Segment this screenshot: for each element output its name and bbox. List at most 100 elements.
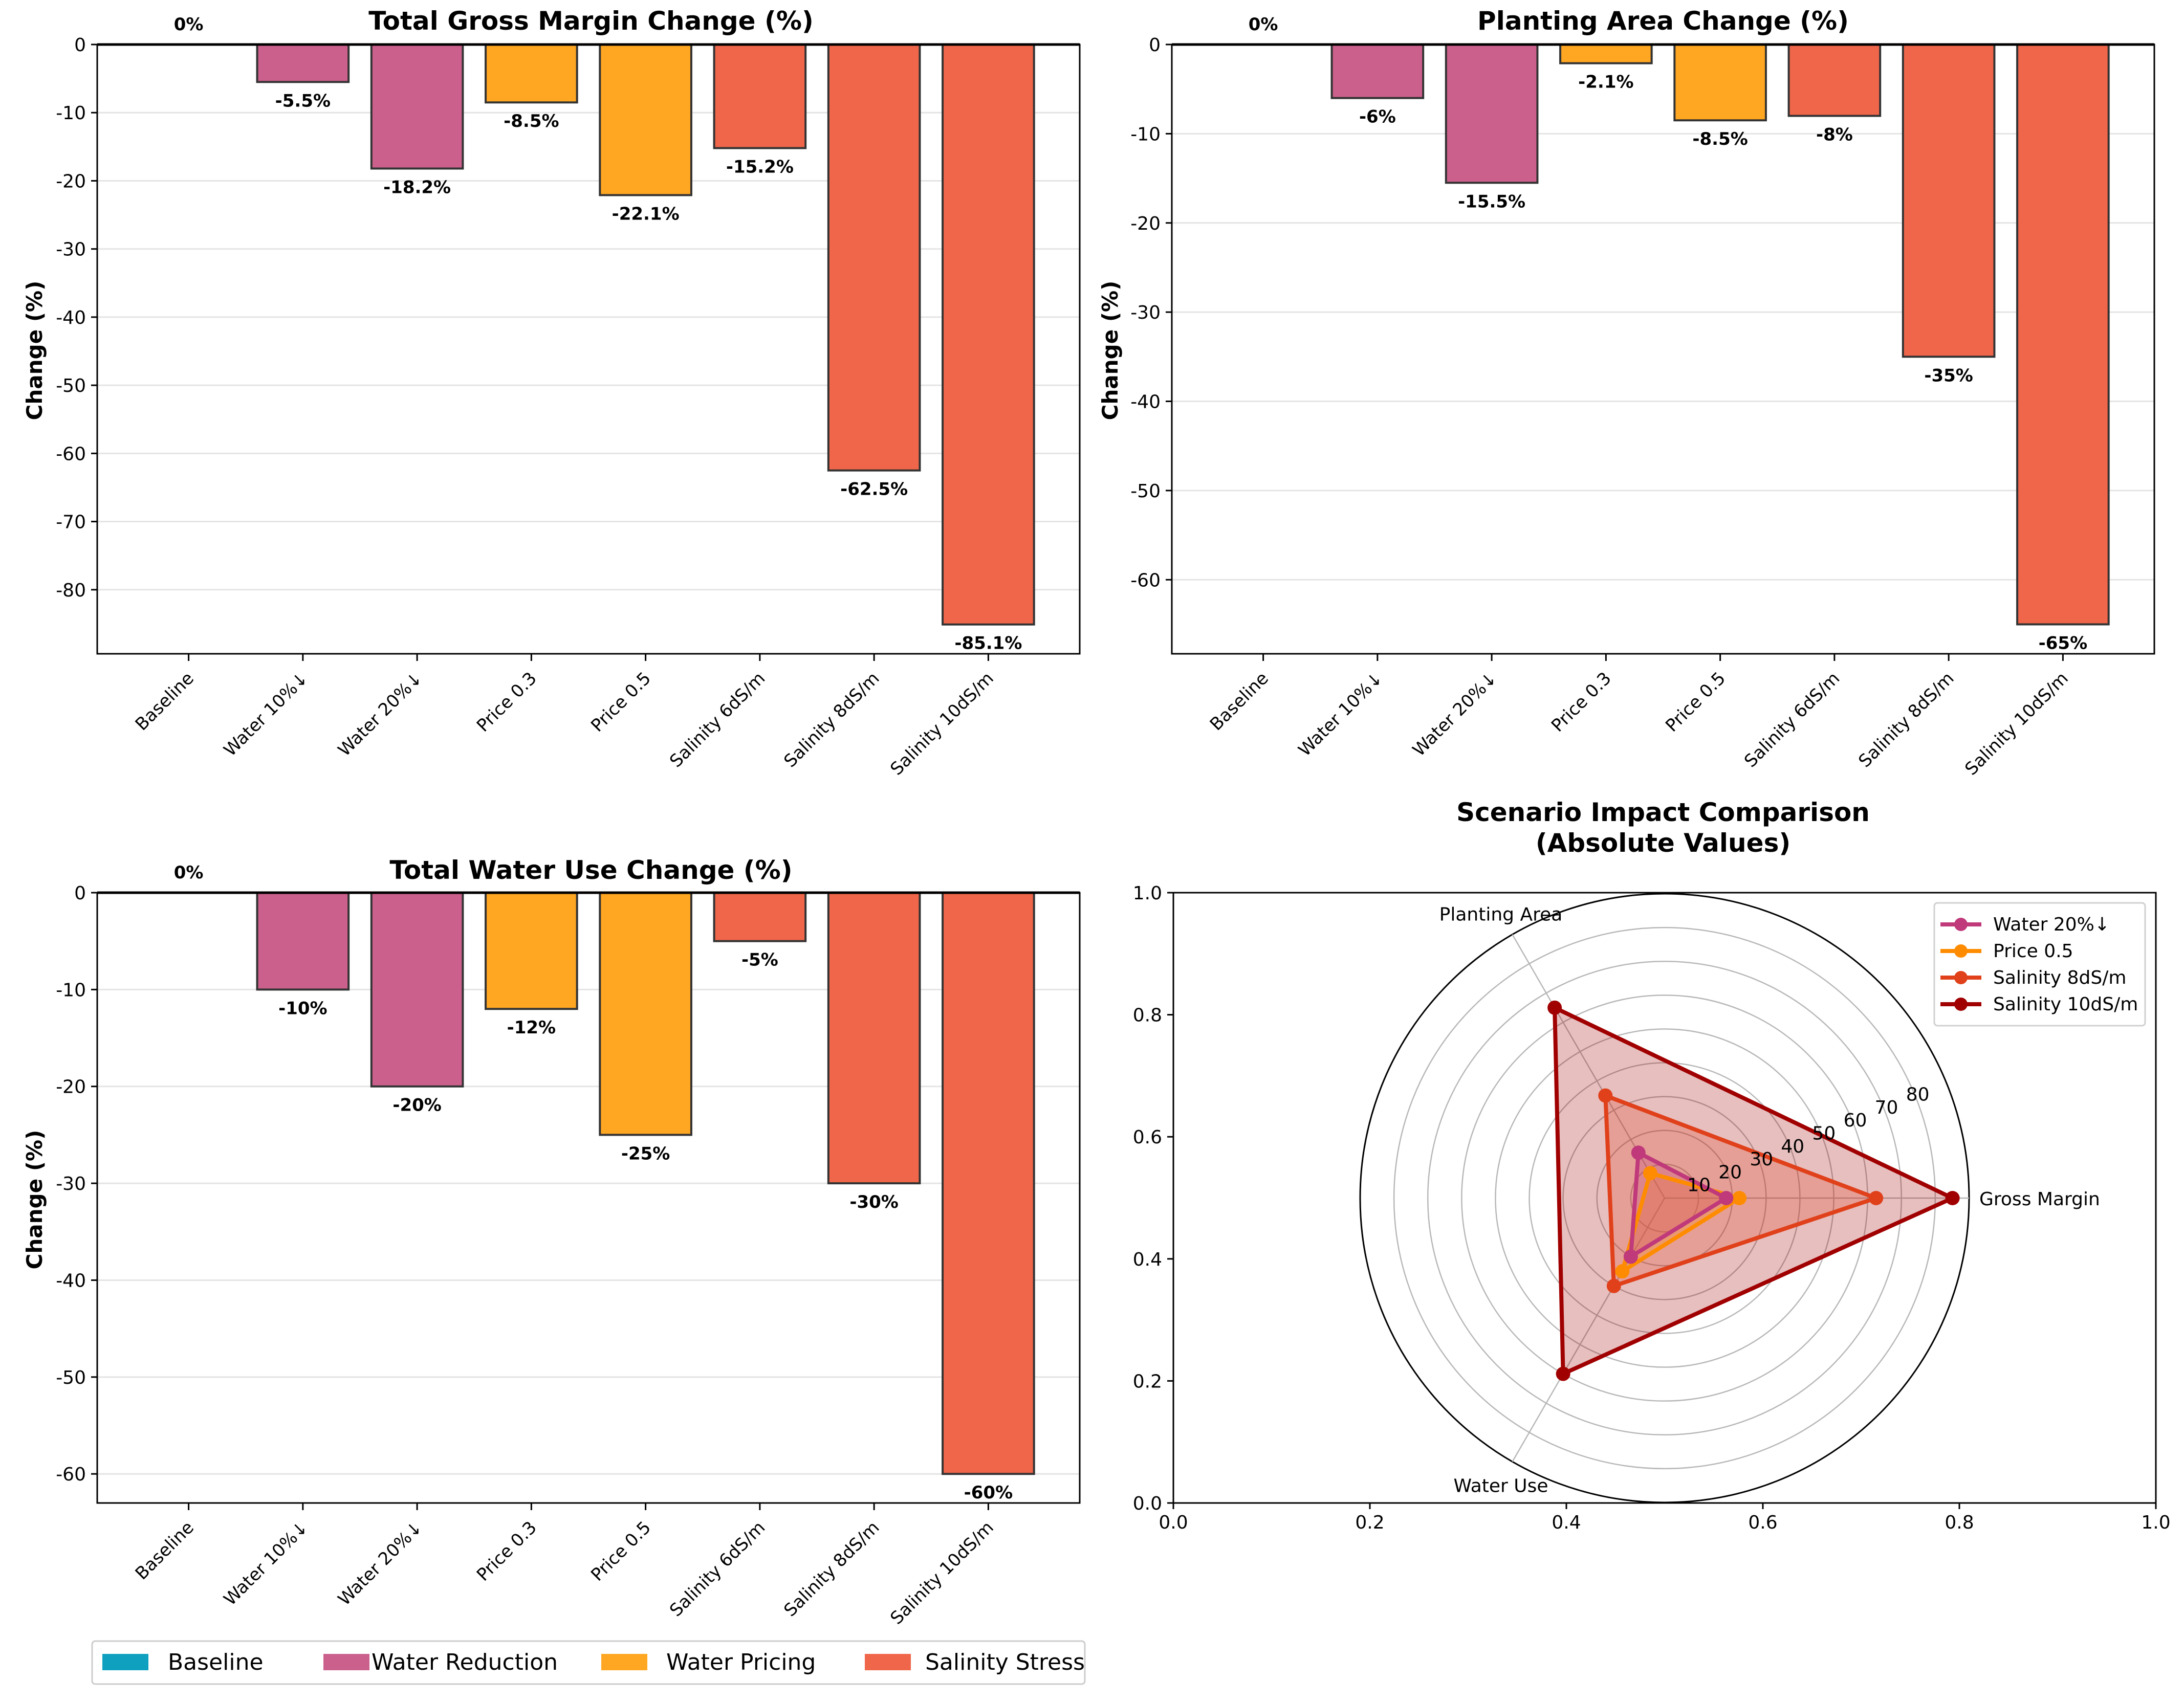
bar-value-label: -8.5% bbox=[504, 111, 559, 131]
y-tick-label: -20 bbox=[1130, 213, 1161, 234]
y-tick-label: 0 bbox=[74, 883, 86, 904]
series-point bbox=[1547, 1000, 1562, 1015]
water-use-chart: Total Water Use Change (%) Change (%) 0 -… bbox=[22, 855, 1081, 1629]
y-tick-label: -30 bbox=[56, 239, 86, 260]
y-tick-label: 0 bbox=[1149, 35, 1161, 56]
x-tick-label: Salinity 8dS/m bbox=[780, 1517, 883, 1621]
gross-margin-chart: Total Gross Margin Change (%) Change (%)… bbox=[22, 6, 1081, 780]
series-area-3 bbox=[1555, 1007, 1953, 1374]
y-tick-label: -50 bbox=[1130, 481, 1161, 502]
series-point bbox=[1556, 1366, 1570, 1381]
bar-2 bbox=[1445, 43, 1539, 184]
legend-frame bbox=[91, 1640, 1086, 1685]
y-tick-label: -40 bbox=[56, 1270, 86, 1291]
series-line-3 bbox=[1553, 1005, 1955, 1376]
chart-title: Planting Area Change (%) bbox=[1477, 6, 1849, 36]
bar-value-label: -8.5% bbox=[1692, 129, 1748, 149]
series-line-2 bbox=[1603, 1093, 1879, 1288]
bar-value-label: -85.1% bbox=[954, 633, 1022, 654]
bar-value-label: -60% bbox=[964, 1483, 1013, 1503]
y-tick-label: -30 bbox=[56, 1174, 86, 1195]
bar-6 bbox=[827, 892, 921, 1185]
y-axis-label: Change (%) bbox=[22, 281, 47, 421]
chart-title: Total Gross Margin Change (%) bbox=[368, 6, 814, 36]
radar-chart: Scenario Impact Comparison (Absolute Val… bbox=[1133, 798, 2171, 1533]
radar-legend-label: Salinity 10dS/m bbox=[1993, 994, 2138, 1015]
y-tick-label: 0.0 bbox=[1133, 1493, 1162, 1514]
x-tick-label: Water 10%↓ bbox=[220, 668, 313, 761]
bar-value-label: -12% bbox=[507, 1018, 556, 1038]
series-line-0 bbox=[1628, 1151, 1729, 1259]
radar-legend-marker bbox=[1954, 971, 1968, 984]
radial-tick-label: 80 bbox=[1906, 1085, 1930, 1105]
chart-title-line-2: (Absolute Values) bbox=[1536, 828, 1790, 858]
y-tick-label: -20 bbox=[56, 1077, 86, 1098]
y-tick-label: -20 bbox=[56, 171, 86, 192]
series-point bbox=[1719, 1191, 1734, 1205]
radar-legend-label: Salinity 8dS/m bbox=[1993, 967, 2126, 988]
series-point bbox=[1623, 1249, 1638, 1264]
x-tick-label: Price 0.3 bbox=[1547, 668, 1615, 736]
bar-value-label: -5% bbox=[741, 950, 778, 970]
bar-value-label: -6% bbox=[1359, 107, 1396, 127]
plot-frame bbox=[1171, 43, 2155, 655]
x-tick-label: Price 0.5 bbox=[1662, 668, 1730, 736]
radar-legend-label: Price 0.5 bbox=[1993, 941, 2073, 962]
category-legend: Baseline Water Reduction Water Pricing S… bbox=[91, 1640, 1086, 1685]
bar-5 bbox=[713, 892, 807, 942]
y-axis-label: Change (%) bbox=[1098, 281, 1123, 421]
planting-area-chart: Planting Area Change (%) Change (%) 0 -10… bbox=[1098, 6, 2155, 780]
radar-legend-label: Water 20%↓ bbox=[1993, 914, 2110, 935]
y-tick-label: 0.8 bbox=[1133, 1005, 1162, 1026]
radar-legend-marker bbox=[1954, 998, 1968, 1011]
bar-4 bbox=[599, 43, 692, 196]
x-tick-label: Water 20%↓ bbox=[334, 668, 427, 761]
bar-value-label: -15.2% bbox=[726, 157, 794, 177]
bar-7 bbox=[942, 43, 1035, 626]
y-tick-label: -50 bbox=[56, 1367, 86, 1388]
plot-frame bbox=[96, 43, 1081, 655]
chart-title: Total Water Use Change (%) bbox=[389, 855, 792, 885]
y-tick-label: -40 bbox=[1130, 392, 1161, 413]
radial-tick-label: 30 bbox=[1750, 1149, 1773, 1170]
legend-swatch-water-pricing bbox=[601, 1654, 647, 1670]
radar-axis-label: Planting Area bbox=[1439, 904, 1563, 925]
bar-value-label: -10% bbox=[278, 998, 327, 1019]
bar-value-label: -5.5% bbox=[275, 91, 331, 111]
bar-value-label: -22.1% bbox=[612, 204, 680, 224]
bar-4 bbox=[599, 892, 692, 1136]
x-tick-label: 0.6 bbox=[1748, 1512, 1777, 1533]
radar-legend-marker bbox=[1954, 918, 1968, 931]
bar-1 bbox=[256, 892, 350, 991]
y-tick-label: 0.6 bbox=[1133, 1127, 1162, 1148]
bar-value-label: -2.1% bbox=[1578, 72, 1633, 93]
radar-axis-label: Water Use bbox=[1453, 1475, 1548, 1496]
radial-tick-label: 60 bbox=[1844, 1110, 1867, 1131]
bar-3 bbox=[485, 892, 578, 1010]
bar-1 bbox=[1330, 43, 1425, 99]
y-tick-label: 0.4 bbox=[1133, 1249, 1162, 1270]
bar-6 bbox=[827, 43, 921, 472]
bar-value-label: -18.2% bbox=[383, 177, 451, 197]
y-tick-label: -30 bbox=[1130, 302, 1161, 323]
bar-3 bbox=[1559, 43, 1653, 64]
x-tick-label: Salinity 10dS/m bbox=[886, 668, 997, 779]
y-tick-label: -10 bbox=[56, 980, 86, 1001]
x-tick-label: Baseline bbox=[1206, 668, 1273, 735]
series-point bbox=[1631, 1145, 1646, 1160]
series-point bbox=[1606, 1278, 1621, 1293]
bar-value-label: 0% bbox=[174, 14, 204, 35]
bar-value-label: -8% bbox=[1816, 125, 1853, 145]
x-tick-label: Salinity 10dS/m bbox=[886, 1517, 997, 1628]
x-tick-label: Baseline bbox=[132, 1517, 198, 1584]
x-tick-label: 0.4 bbox=[1552, 1512, 1581, 1533]
radar-axis-label: Gross Margin bbox=[1979, 1189, 2100, 1210]
series-area-1 bbox=[1622, 1173, 1740, 1272]
bar-5 bbox=[1787, 43, 1882, 117]
series-line-1 bbox=[1620, 1171, 1742, 1274]
radial-tick-label: 20 bbox=[1718, 1162, 1742, 1183]
bar-value-label: 0% bbox=[174, 862, 204, 883]
x-tick-label: 1.0 bbox=[2141, 1512, 2170, 1533]
bar-value-label: -20% bbox=[392, 1095, 442, 1116]
bar-7 bbox=[942, 892, 1035, 1475]
